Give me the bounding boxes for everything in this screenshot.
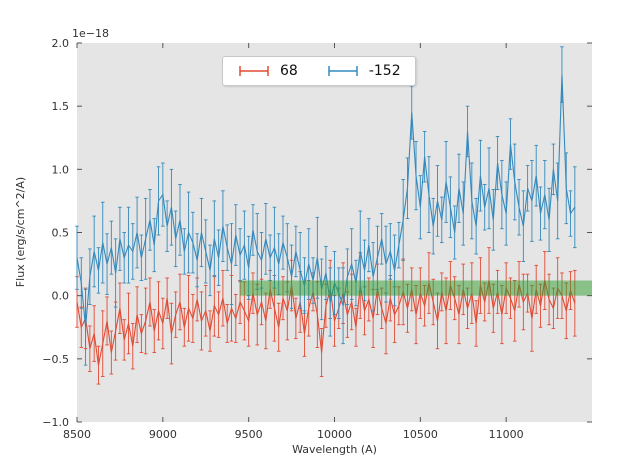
legend-label-neg152: -152 bbox=[368, 63, 401, 79]
errorbar-glyph-red bbox=[239, 66, 269, 76]
highlight-band bbox=[240, 280, 593, 296]
x-axis-label: Wavelength (A) bbox=[292, 443, 377, 456]
x-tick-label: 9000 bbox=[149, 428, 177, 441]
legend: 68 -152 bbox=[222, 56, 416, 86]
y-tick-label: 0.5 bbox=[52, 227, 70, 240]
x-tick-label: 10500 bbox=[403, 428, 438, 441]
x-tick-label: 9500 bbox=[235, 428, 263, 441]
series--152 bbox=[75, 46, 577, 366]
series-line--152 bbox=[76, 74, 576, 328]
errorbar-glyph-blue bbox=[328, 66, 358, 76]
x-tick-label: 8500 bbox=[63, 428, 91, 441]
legend-entry-68: 68 bbox=[237, 63, 298, 79]
legend-entry-neg152: -152 bbox=[326, 63, 401, 79]
y-tick-label: 1.0 bbox=[52, 163, 70, 176]
y-tick-label: −1.0 bbox=[42, 416, 69, 429]
series-line-68 bbox=[76, 280, 576, 366]
x-tick-label: 11000 bbox=[489, 428, 524, 441]
y-tick-label: 1.5 bbox=[52, 100, 70, 113]
x-tick-label: 10000 bbox=[317, 428, 352, 441]
y-axis-label: Flux (erg/s/cm^2/A) bbox=[14, 176, 27, 288]
y-tick-label: 2.0 bbox=[52, 37, 70, 50]
y-tick-label: 0.0 bbox=[52, 290, 70, 303]
y-tick-label: −0.5 bbox=[42, 353, 69, 366]
y-axis-offset-label: 1e−18 bbox=[72, 27, 109, 40]
legend-label-68: 68 bbox=[280, 63, 298, 79]
